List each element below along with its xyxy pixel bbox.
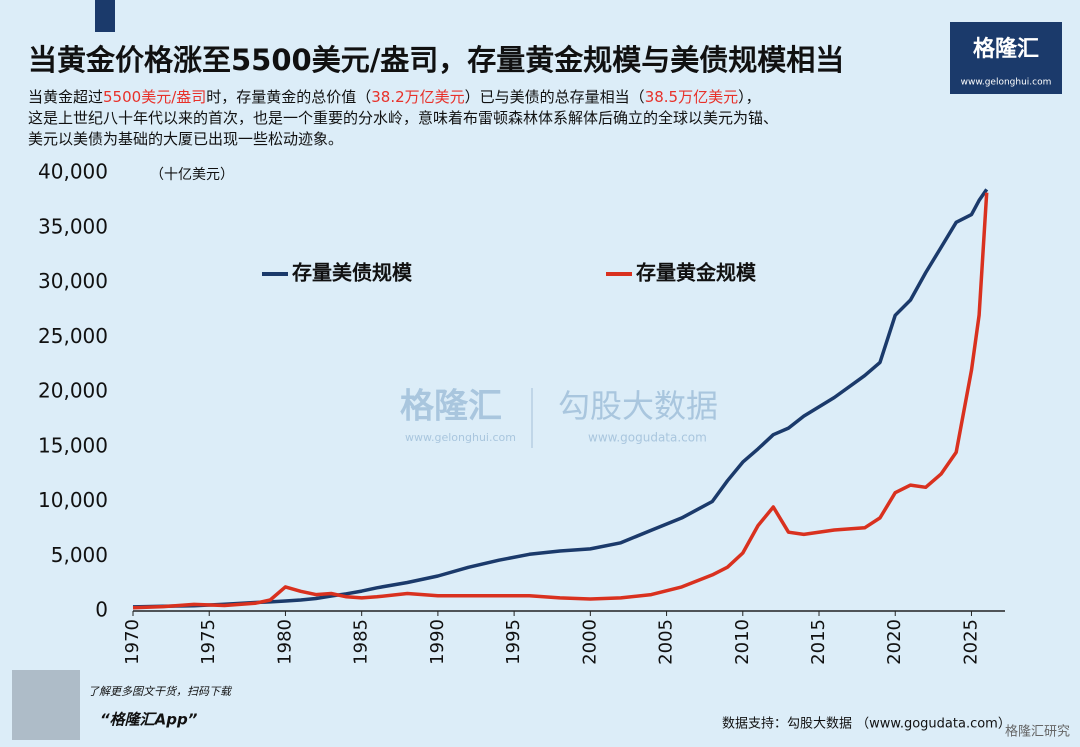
y-tick-label: 5,000 [51, 543, 108, 567]
x-tick-label: 1995 [503, 619, 524, 665]
x-tick-label: 1975 [198, 619, 219, 665]
subtitle-segment: 美元以美债为基础的大厦已出现一些松动迹象。 [28, 130, 343, 148]
y-tick-label: 0 [95, 598, 108, 622]
x-tick-label: 2000 [579, 619, 600, 665]
legend-label: 存量黄金规模 [636, 261, 757, 285]
y-tick-label: 40,000 [38, 160, 108, 184]
subtitle-segment: ）， [738, 88, 761, 106]
watermark-url: www.gelonghui.com [405, 431, 516, 444]
x-tick-label: 1990 [427, 619, 448, 665]
subtitle-segment: 5500美元/盎司 [103, 88, 206, 106]
y-tick-label: 10,000 [38, 488, 108, 512]
logo-name: 格隆汇 [973, 36, 1039, 62]
footer-promo: 了解更多图文干货，扫码下载 [88, 685, 233, 698]
subtitle: 当黄金超过5500美元/盎司时，存量黄金的总价值（38.2万亿美元）已与美债的总… [28, 88, 778, 148]
qr-code [12, 670, 80, 740]
x-tick-label: 2020 [884, 619, 905, 665]
footer-source: 数据支持：勾股大数据 （www.gogudata.com） [722, 717, 1011, 732]
chart-title: 当黄金价格涨至5500美元/盎司，存量黄金规模与美债规模相当 [28, 43, 844, 77]
series-line [132, 188, 989, 609]
footer-research: 格隆汇研究 [1005, 724, 1070, 740]
subtitle-segment: ）已与美债的总存量相当（ [465, 88, 645, 106]
y-tick-label: 30,000 [38, 269, 108, 293]
series-line [132, 192, 989, 610]
subtitle-line: 美元以美债为基础的大厦已出现一些松动迹象。 [28, 130, 343, 148]
subtitle-segment: 38.2万亿美元 [371, 88, 464, 106]
x-tick-label: 2005 [656, 619, 677, 665]
x-tick-label: 1970 [122, 619, 143, 665]
subtitle-segment: 38.5万亿美元 [645, 88, 738, 106]
footer-app: “格隆汇App” [100, 711, 198, 729]
subtitle-segment: 这是上世纪八十年代以来的首次，也是一个重要的分水岭，意味着布雷顿森林体系解体后确… [28, 109, 778, 127]
subtitle-line: 当黄金超过5500美元/盎司时，存量黄金的总价值（38.2万亿美元）已与美债的总… [28, 88, 761, 106]
corner-decoration [95, 0, 115, 32]
y-tick-label: 25,000 [38, 324, 108, 348]
watermark: 格隆汇 [400, 387, 502, 427]
watermark-url: www.gogudata.com [588, 431, 707, 445]
subtitle-segment: 时，存量黄金的总价值（ [206, 88, 371, 106]
logo-box [950, 22, 1062, 94]
subtitle-segment: 当黄金超过 [28, 88, 103, 106]
logo-url: www.gelonghui.com [961, 78, 1052, 88]
y-unit: （十亿美元） [150, 167, 234, 183]
x-tick-label: 2015 [808, 619, 829, 665]
y-tick-label: 15,000 [38, 433, 108, 457]
x-tick-label: 2010 [732, 619, 753, 665]
y-tick-label: 20,000 [38, 379, 108, 403]
y-tick-label: 35,000 [38, 214, 108, 238]
x-tick-label: 2025 [960, 619, 981, 665]
x-tick-label: 1980 [274, 619, 295, 665]
subtitle-line: 这是上世纪八十年代以来的首次，也是一个重要的分水岭，意味着布雷顿森林体系解体后确… [28, 109, 778, 127]
watermark: 勾股大数据 [558, 387, 718, 425]
x-tick-label: 1985 [351, 619, 372, 665]
legend-label: 存量美债规模 [292, 261, 413, 285]
